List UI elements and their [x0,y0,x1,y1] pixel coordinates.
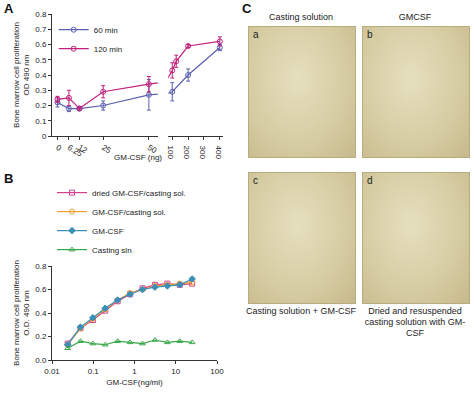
svg-text:0.3: 0.3 [35,86,47,95]
svg-text:6.25: 6.25 [66,143,84,159]
svg-text:12: 12 [76,143,89,156]
html-text:Casting solution: Casting solution [269,12,333,22]
svg-text:GM-CSF: GM-CSF [92,227,124,236]
svg-text:0.4: 0.4 [35,309,47,318]
svg-text:0.8: 0.8 [35,262,47,271]
svg-text:Casting sln: Casting sln [92,246,132,255]
svg-text:0.6: 0.6 [35,285,47,294]
svg-text:GM-CSF/casting sol.: GM-CSF/casting sol. [92,208,166,217]
svg-text:GM-CSF(ng/ml): GM-CSF(ng/ml) [106,378,163,387]
svg-text:dried GM-CSF/casting sol.: dried GM-CSF/casting sol. [92,189,186,198]
html-text:b: b [367,29,373,40]
html-text:B: B [4,171,14,186]
svg-text:0.2: 0.2 [35,101,47,110]
svg-text:10: 10 [171,367,180,376]
svg-text:0.1: 0.1 [88,367,100,376]
html-text:GMCSF: GMCSF [398,12,432,22]
svg-text:100: 100 [210,367,224,376]
svg-text:300: 300 [198,146,207,160]
html-text:C: C [242,1,252,16]
svg-text:GM-CSF (ng): GM-CSF (ng) [114,153,162,162]
svg-text:25: 25 [100,143,113,156]
html-text:A: A [4,1,14,16]
svg-text:Bone marrow cell proliferation: Bone marrow cell proliferationO.D. 490 n… [12,260,31,366]
svg-text:0.0: 0.0 [35,356,47,365]
svg-text:0.01: 0.01 [44,367,60,376]
svg-text:0: 0 [42,132,47,141]
html-text:Casting solution + GM-CSF: Casting solution + GM-CSF [246,306,356,316]
html-text:Dried and resuspended casting: Dried and resuspended casting solution w… [364,306,466,338]
svg-text:0.1: 0.1 [35,117,47,126]
svg-text:100: 100 [166,146,175,160]
svg-text:0: 0 [54,143,63,153]
svg-text:50: 50 [146,143,159,156]
svg-text:60 min: 60 min [94,26,118,35]
svg-text:120 min: 120 min [94,45,122,54]
svg-text:0.7: 0.7 [35,25,47,34]
svg-text:0.8: 0.8 [35,10,47,19]
svg-text:400: 400 [214,146,223,160]
svg-text:1: 1 [132,367,137,376]
svg-text:0.2: 0.2 [35,332,47,341]
svg-text:Bone marrow cell proliferation: Bone marrow cell proliferationOD 490 nm [12,22,31,128]
svg-text:0.6: 0.6 [35,40,47,49]
html-text:a: a [253,29,259,40]
html-text:c: c [253,175,258,186]
svg-text:200: 200 [182,146,191,160]
html-text:d: d [367,175,373,186]
svg-text:0.5: 0.5 [35,56,47,65]
svg-text:0.4: 0.4 [35,71,47,80]
